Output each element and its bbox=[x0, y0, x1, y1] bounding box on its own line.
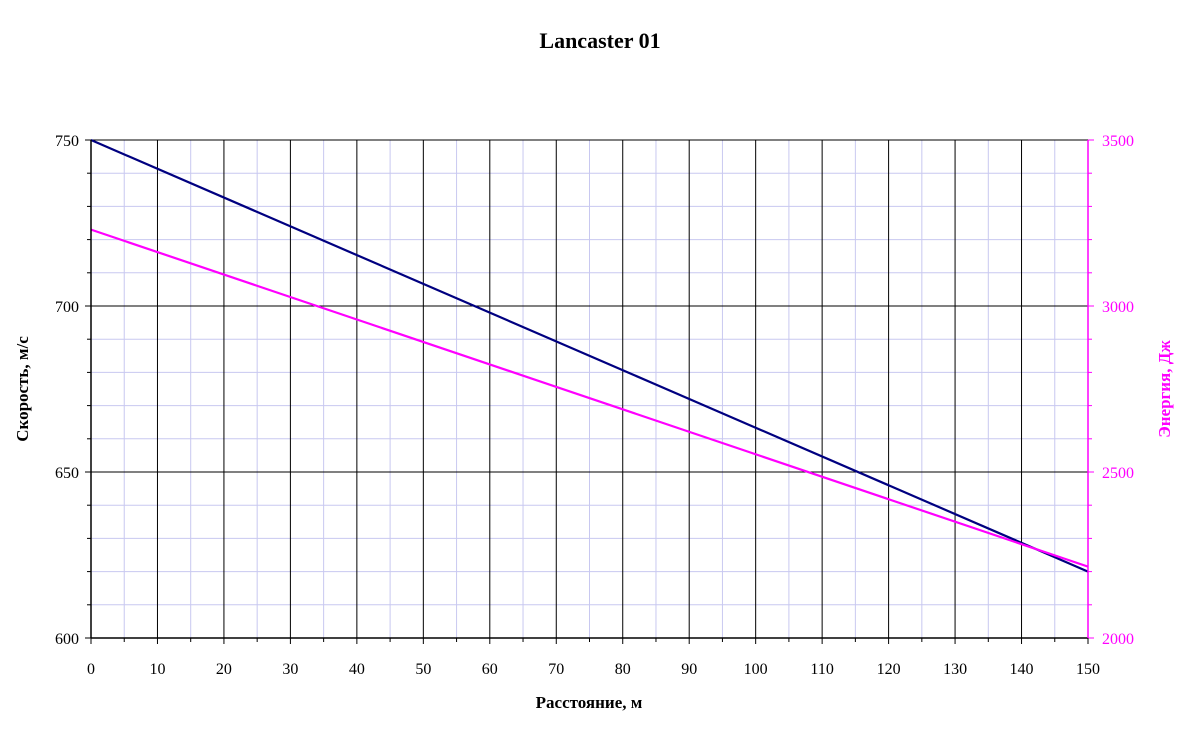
series-layer bbox=[90, 138, 1089, 573]
x-tick-label: 90 bbox=[681, 661, 697, 678]
x-tick-label: 140 bbox=[1010, 661, 1034, 678]
y-left-tick-label: 750 bbox=[55, 133, 79, 150]
x-tick-label: 130 bbox=[943, 661, 967, 678]
x-tick-label: 10 bbox=[149, 661, 165, 678]
x-tick-label: 70 bbox=[548, 661, 564, 678]
chart-title: Lancaster 01 bbox=[539, 28, 660, 53]
x-tick-label: 0 bbox=[87, 661, 95, 678]
y-left-tick-label: 650 bbox=[55, 465, 79, 482]
x-tick-label: 20 bbox=[216, 661, 232, 678]
x-tick-label: 150 bbox=[1076, 661, 1100, 678]
x-tick-label: 110 bbox=[810, 661, 833, 678]
energy-line bbox=[90, 228, 1089, 568]
y-right-tick-label: 3000 bbox=[1102, 299, 1134, 316]
x-tick-label: 80 bbox=[615, 661, 631, 678]
y-left-tick-label: 600 bbox=[55, 631, 79, 648]
y-axis-right-label: Энергия, Дж bbox=[1155, 340, 1174, 438]
y-right-tick-label: 2500 bbox=[1102, 465, 1134, 482]
y-right-tick-label: 3500 bbox=[1102, 133, 1134, 150]
x-tick-label: 60 bbox=[482, 661, 498, 678]
x-axis-label: Расстояние, м bbox=[536, 693, 643, 712]
axes-layer bbox=[85, 139, 1094, 644]
x-tick-label: 30 bbox=[282, 661, 298, 678]
y-right-tick-labels: 2000 2500 3000 3500 bbox=[1102, 133, 1134, 648]
y-left-tick-label: 700 bbox=[55, 299, 79, 316]
x-tick-labels: 0 10 20 30 40 50 60 70 80 90 100 110 120 130 140 150 bbox=[87, 661, 1100, 678]
y-axis-left-label: Скорость, м/с bbox=[13, 336, 32, 442]
velocity-line bbox=[90, 138, 1089, 573]
x-tick-label: 50 bbox=[415, 661, 431, 678]
major-grid bbox=[90, 139, 1089, 639]
x-tick-label: 40 bbox=[349, 661, 365, 678]
x-tick-label: 120 bbox=[877, 661, 901, 678]
minor-grid bbox=[91, 140, 1088, 638]
x-tick-label: 100 bbox=[744, 661, 768, 678]
y-left-tick-labels: 600 650 700 750 bbox=[55, 133, 79, 648]
y-right-tick-label: 2000 bbox=[1102, 631, 1134, 648]
